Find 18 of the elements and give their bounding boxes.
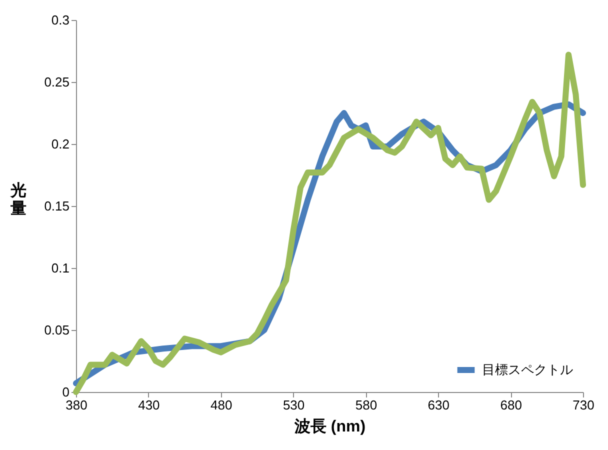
legend-label: 目標スペクトル [482, 362, 573, 377]
x-tick-label: 480 [210, 398, 232, 412]
y-axis-title: 光量 [10, 182, 26, 218]
y-tick-label: 0.3 [51, 12, 70, 28]
x-tick-label: 680 [500, 398, 522, 412]
y-tick-label: 0.2 [51, 136, 70, 152]
x-axis-title: 波長 (nm) [293, 418, 366, 436]
y-tick-label: 0.15 [44, 198, 70, 214]
x-tick-label: 380 [66, 398, 88, 412]
y-tick-label: 0 [62, 384, 70, 400]
y-tick-label: 0.1 [51, 260, 70, 276]
x-tick-label: 730 [572, 398, 594, 412]
y-tick-label: 0.25 [44, 74, 70, 90]
x-tick-label: 430 [138, 398, 160, 412]
y-tick-label: 0.05 [44, 322, 70, 338]
x-tick-label: 530 [282, 398, 305, 412]
x-tick-label: 630 [428, 398, 450, 412]
x-tick-label: 580 [355, 398, 378, 412]
